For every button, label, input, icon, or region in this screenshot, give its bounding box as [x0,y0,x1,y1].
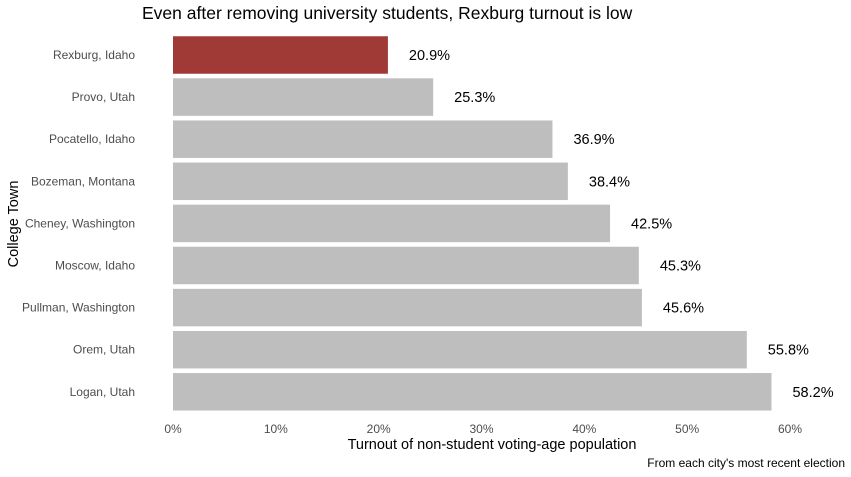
x-tick-label-5: 50% [675,422,699,436]
bar-6 [173,288,642,327]
category-label-3: Bozeman, Montana [31,174,135,188]
bar-1 [173,78,434,116]
chart-caption: From each city's most recent election [647,456,845,470]
x-tick-label-0: 0% [164,422,182,436]
bar-2 [173,120,553,158]
category-label-0: Rexburg, Idaho [53,48,135,62]
category-label-8: Logan, Utah [70,385,135,399]
bar-4 [173,204,611,243]
y-axis-title: College Town [6,181,22,268]
category-label-5: Moscow, Idaho [55,259,135,273]
category-label-2: Pocatello, Idaho [49,132,135,146]
value-label-2: 36.9% [573,132,614,148]
x-tick-label-3: 30% [469,422,493,436]
value-label-8: 58.2% [792,385,833,401]
value-label-1: 25.3% [454,90,495,106]
category-labels-group: Rexburg, Idaho Provo, Utah Pocatello, Idah… [22,48,135,399]
bars-group [173,36,772,411]
x-tick-label-6: 60% [778,422,802,436]
category-label-1: Provo, Utah [72,90,135,104]
category-label-7: Orem, Utah [73,343,135,357]
x-tick-label-4: 40% [572,422,596,436]
value-label-3: 38.4% [589,174,630,190]
x-tick-labels-group: 0% 10% 20% 30% 40% 50% 60% [164,422,802,436]
x-axis-title: Turnout of non-student voting-age popula… [348,437,637,453]
value-label-7: 55.8% [768,343,809,359]
value-label-6: 45.6% [663,301,704,317]
bar-5 [173,246,639,285]
value-label-4: 42.5% [631,216,672,232]
bar-3 [173,162,568,201]
bar-8 [173,373,772,411]
x-tick-label-2: 20% [367,422,391,436]
value-labels-group: 20.9% 25.3% 36.9% 38.4% 42.5% 45.3% 45.6% 55.8%… [409,48,834,401]
value-label-0: 20.9% [409,48,450,64]
bar-7 [173,330,747,369]
value-label-5: 45.3% [660,259,701,275]
category-label-6: Pullman, Washington [22,301,135,315]
chart-title: Even after removing university students,… [142,3,633,23]
x-tick-label-1: 10% [264,422,288,436]
category-label-4: Cheney, Washington [25,216,135,230]
bar-0 [173,36,388,74]
